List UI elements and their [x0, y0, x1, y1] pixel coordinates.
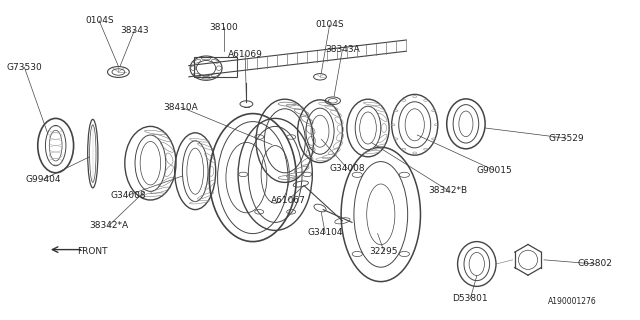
Text: 32295: 32295: [370, 247, 398, 256]
Text: A61069: A61069: [228, 50, 262, 59]
Text: G34104: G34104: [307, 228, 343, 237]
Text: 38100: 38100: [210, 23, 238, 32]
Text: G99404: G99404: [26, 175, 61, 184]
Text: 38342*A: 38342*A: [89, 221, 129, 230]
Text: D53801: D53801: [452, 294, 488, 303]
Text: A61067: A61067: [271, 196, 305, 204]
Text: G34008: G34008: [330, 164, 365, 173]
Text: FRONT: FRONT: [77, 247, 108, 256]
Text: A190001276: A190001276: [548, 297, 597, 306]
Text: 0104S: 0104S: [85, 16, 113, 25]
Text: C63802: C63802: [578, 260, 612, 268]
Text: 38343: 38343: [120, 26, 148, 35]
Text: 38410A: 38410A: [164, 103, 198, 112]
Text: G73530: G73530: [6, 63, 42, 72]
Text: 38343A: 38343A: [325, 45, 360, 54]
Text: G90015: G90015: [476, 166, 512, 175]
Text: 38342*B: 38342*B: [428, 186, 468, 195]
Text: 0104S: 0104S: [316, 20, 344, 29]
Text: G73529: G73529: [548, 134, 584, 143]
Text: G34008: G34008: [110, 191, 146, 200]
